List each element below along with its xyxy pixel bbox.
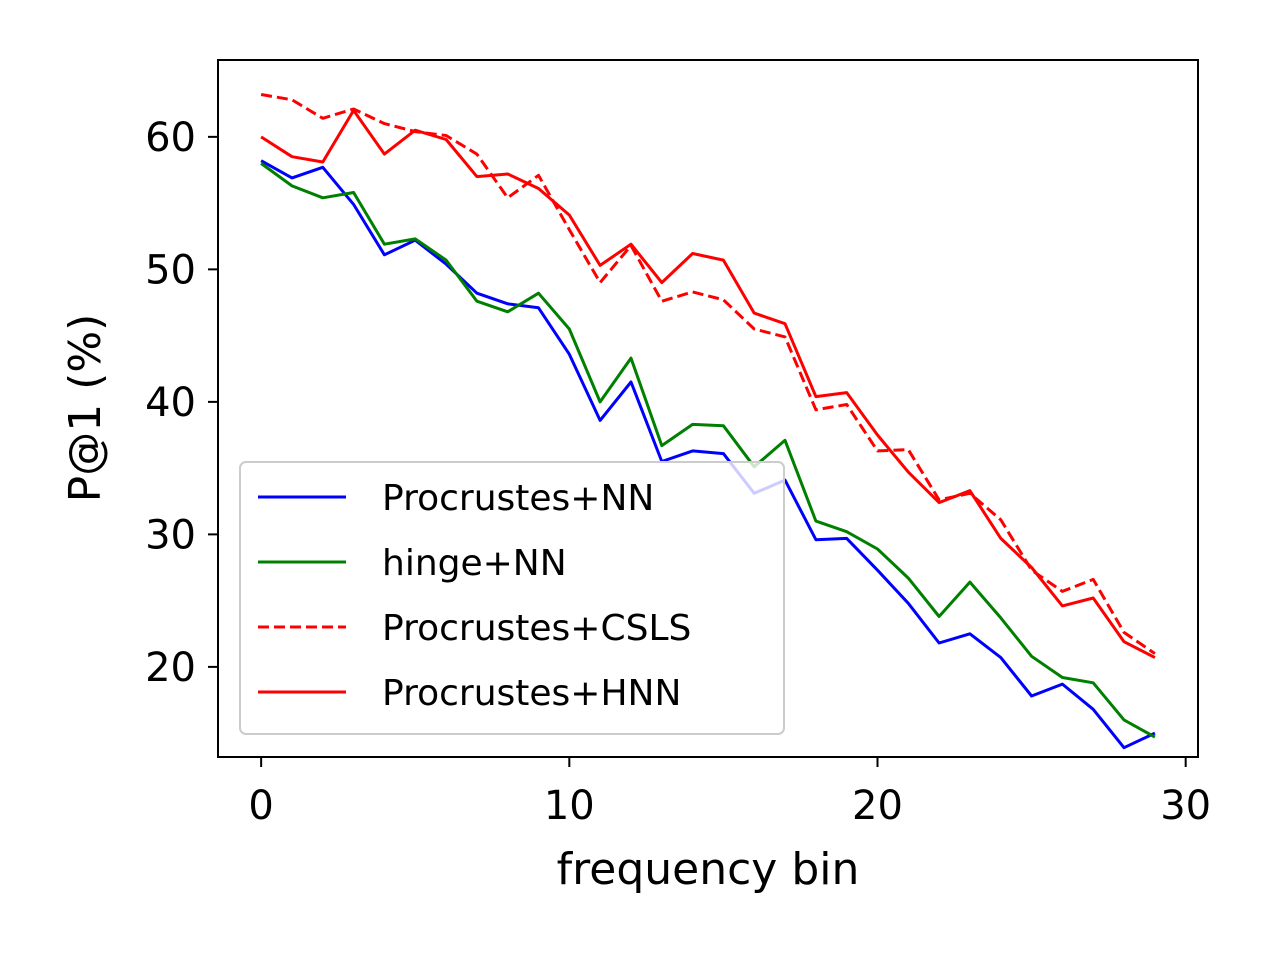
y-tick-label: 50 — [145, 247, 196, 293]
series-line-0 — [260, 159, 1156, 750]
y-axis-label: P@1 (%) — [60, 314, 111, 503]
series-line-3 — [260, 108, 1156, 659]
x-axis-label: frequency bin — [557, 844, 860, 895]
legend: Procrustes+NN hinge+NN Procrustes+CSLS Proc… — [239, 461, 785, 735]
x-tick-label: 20 — [852, 783, 903, 829]
legend-label-3: Procrustes+HNN — [382, 673, 681, 714]
plot-frame — [217, 59, 1199, 758]
x-tick-label: 30 — [1160, 783, 1211, 829]
legend-label-0: Procrustes+NN — [382, 478, 654, 519]
y-tick-label: 60 — [145, 115, 196, 161]
x-tick-label: 0 — [248, 783, 273, 829]
x-tick-label: 10 — [544, 783, 595, 829]
series-layer — [260, 93, 1156, 750]
y-tick-label: 20 — [145, 645, 196, 691]
series-line-1 — [260, 162, 1156, 739]
legend-label-2: Procrustes+CSLS — [382, 608, 691, 649]
legend-box — [239, 461, 785, 735]
x-axis-ticks: 0 10 20 30 — [248, 757, 1211, 829]
y-tick-label: 30 — [145, 512, 196, 558]
y-axis-ticks: 20 30 40 50 60 — [145, 115, 218, 691]
y-tick-label: 40 — [145, 380, 196, 426]
series-line-2 — [260, 93, 1156, 655]
legend-label-1: hinge+NN — [382, 543, 567, 584]
